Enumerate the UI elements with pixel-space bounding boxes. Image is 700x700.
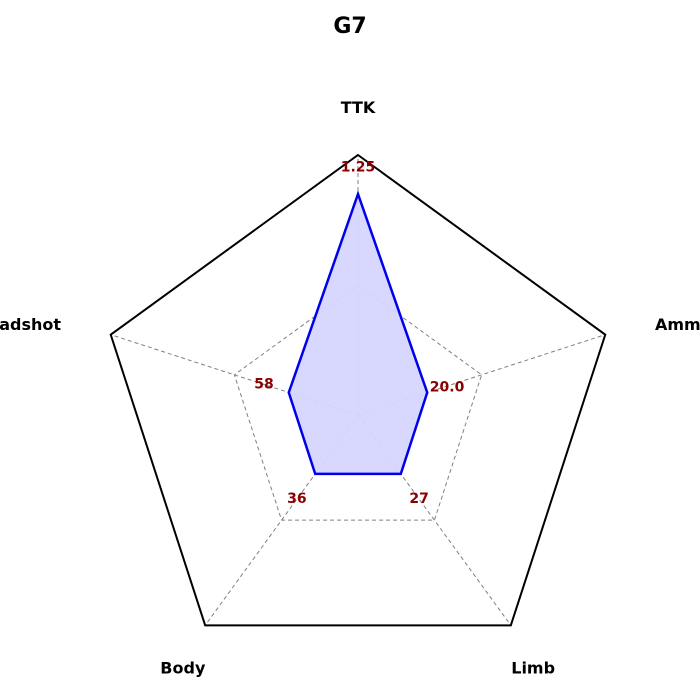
axis-label-body: Body [160, 659, 206, 678]
value-label-ammo: 20.0 [430, 380, 465, 396]
series-polygon [287, 190, 429, 476]
chart-title: G7 [333, 14, 366, 39]
axis-label-limb: Limb [511, 659, 555, 678]
grid-ring-1 [233, 284, 483, 521]
axis-label-ttk: TTK [341, 98, 376, 117]
axis-label-ammo: Ammo [655, 315, 700, 334]
value-label-layer: 1.25 20.0 27 36 58 [254, 160, 464, 507]
axis-label-headshot: Headshot [0, 315, 61, 334]
value-label-body: 36 [287, 491, 306, 507]
value-label-limb: 27 [409, 491, 428, 507]
axis-label-layer: TTK Ammo Limb Body Headshot [0, 98, 700, 677]
value-label-ttk: 1.25 [341, 160, 376, 176]
outer-frame-layer [109, 153, 607, 627]
series-layer [287, 190, 429, 476]
value-label-headshot: 58 [254, 376, 273, 392]
outer-frame [109, 153, 607, 627]
